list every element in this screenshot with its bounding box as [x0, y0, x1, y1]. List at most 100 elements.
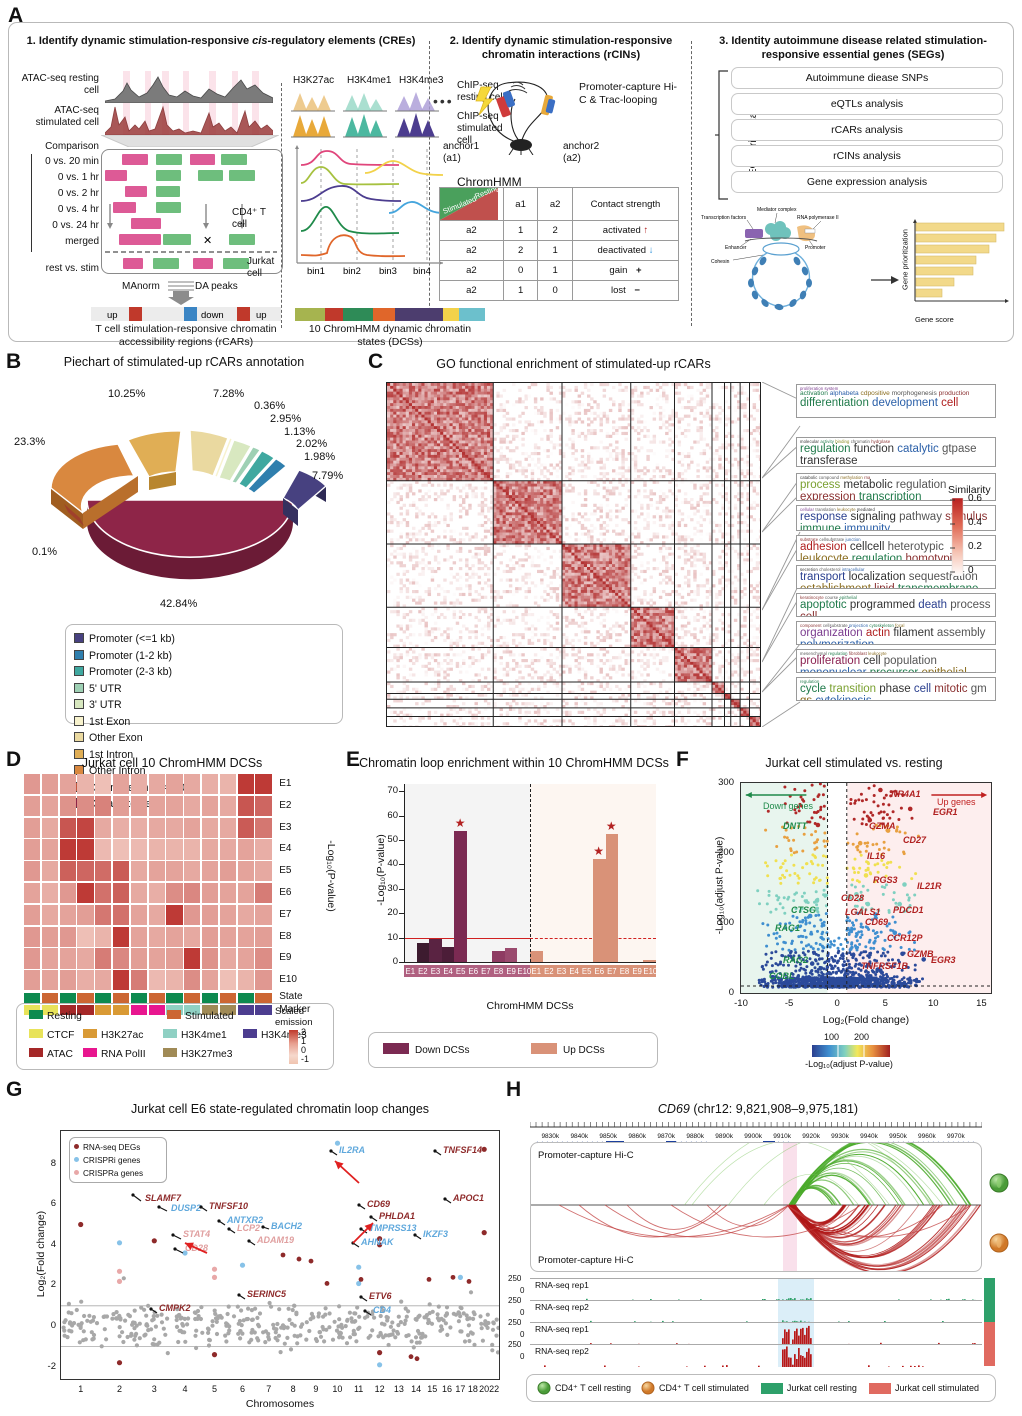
mediator-complex-label: Mediator complex [757, 207, 797, 213]
wc-big-9: cycle transition phase cell mitotic gm g… [800, 683, 987, 701]
heatmap-cell [77, 948, 94, 969]
bar [605, 833, 619, 962]
significance-star-icon: ★ [593, 843, 605, 858]
volcano-gene-label: LGALS1 [845, 907, 881, 917]
bar [441, 946, 455, 962]
go-similarity-heatmap [386, 382, 761, 727]
table-header-a1: a1 [502, 187, 539, 221]
atac-stimulated-track [105, 103, 273, 135]
svg-text:✕: ✕ [203, 235, 212, 247]
chromhmm-curves: bin1 bin2 bin3 bin4 [295, 145, 444, 275]
manhattan-loop-plot: RNA-seq DEGs CRISPRi genes CRISPRa genes… [60, 1130, 500, 1380]
bar [416, 942, 430, 962]
pie-pct-0-1: 0.1% [32, 546, 58, 558]
panel-f-colorbar-label: -Log₁₀(adjust P-value) [805, 1059, 893, 1069]
panel-h-title: CD69 (chr12: 9,821,908–9,975,181) [538, 1102, 978, 1116]
swatch-h3k4me1 [163, 1029, 177, 1038]
heatmap-cell [255, 839, 272, 860]
heatmap-cell [184, 839, 201, 860]
panel-d-title: Jurkat cell 10 ChromHMM DCSs [81, 756, 263, 770]
panel-f-xlabel: Log₂(Fold change) [822, 1014, 910, 1026]
manhattan-gene-label: CD28 [185, 1243, 209, 1253]
heatmap-cell [166, 883, 183, 904]
heatmap-cell [184, 926, 201, 947]
rna-track-min: 0 [520, 1352, 525, 1361]
x-category-label: E4 [569, 967, 579, 976]
heatmap-cell [41, 926, 58, 947]
volcano-gene-label: Up genes [937, 797, 976, 807]
marker-bar-cell [219, 1005, 236, 1015]
y-axis [404, 784, 405, 962]
cell-strength: deactivated [597, 245, 647, 256]
mark-label-h3k27ac: H3K27ac [293, 75, 335, 86]
y-tick-label: 50 [387, 834, 398, 846]
heatmap-cell [113, 861, 130, 882]
genome-coordinate-axis: 9830k 9840k 9850k 9860k 9870k 9880k 9890k 9900k… [529, 1122, 983, 1142]
x-category-label: E8 [493, 967, 504, 976]
seg-step-expression[interactable]: Gene expression analysis [731, 171, 1003, 193]
wc-big-6: apoptotic programmed death process cell [800, 599, 991, 617]
legend-item-1st-exon: 1st Exon [74, 714, 198, 731]
wc-big-1: regulation function catalytic gtpase tra… [800, 443, 977, 467]
volcano-gene-label: RAG1 [775, 923, 801, 933]
x-category-label: E10 [643, 967, 658, 976]
panel-f-ylabel: -Log₁₀(adjust P-value) [714, 836, 726, 935]
heatmap-cell [41, 970, 58, 991]
heatmap-cell [166, 795, 183, 816]
flow-arrow-icon [871, 276, 899, 284]
rna-track-row: 250 0 RNA-seq rep1 [508, 1318, 982, 1345]
x-category-label: E7 [607, 967, 617, 976]
emission-tick-neg1: -1 [301, 1054, 310, 1064]
legend-rnapolii: RNA PolII [83, 1048, 146, 1060]
y-tick-label: 10 [387, 931, 398, 943]
heatmap-cell [130, 970, 147, 991]
panel-a-step2-title: 2. Identify dynamic stimulation-responsi… [449, 35, 673, 61]
heatmap-cell [255, 795, 272, 816]
rcars-caption: T cell stimulation-responsive chromatin … [95, 323, 277, 348]
heatmap-cell [202, 861, 219, 882]
cell-a2: 1 [537, 260, 573, 281]
heatmap-cell [130, 774, 147, 795]
heatmap-cell [41, 839, 58, 860]
wordcloud-adhesion: substrate cellsubstrate junction adhesio… [796, 535, 996, 561]
seg-step-snps[interactable]: Autoimmune diease SNPs [731, 67, 1003, 89]
cell-strength: gain [609, 265, 628, 276]
panel-a-divider-1 [429, 41, 430, 326]
pie-pct-1-13: 1.13% [284, 426, 316, 438]
state-bar-cell [219, 993, 236, 1003]
y-tick-label: 60 [387, 809, 398, 821]
heatmap-row-label: E2 [279, 799, 292, 811]
swatch-stimulated [167, 1010, 181, 1019]
heatmap-cell [95, 970, 112, 991]
heatmap-cell [130, 795, 147, 816]
comparison-bracket [31, 154, 32, 252]
manhattan-gene-label: SERINC5 [247, 1289, 287, 1299]
x-category-label: E5 [455, 967, 466, 976]
heatmap-cell [113, 904, 130, 925]
gene-prioritization-xlabel: Gene score [915, 315, 954, 324]
x-tick-label: 5 [882, 998, 888, 1009]
minus-icon: − [634, 285, 640, 296]
bar [530, 950, 543, 962]
seg-step-eqtls[interactable]: eQTLs analysis [731, 93, 1003, 115]
wc-small-6: keratinocyte course epithelial [800, 595, 858, 600]
x-tick-label: 11 [353, 1384, 364, 1394]
wc-small-4: substrate cellsubstrate junction [800, 537, 861, 542]
heatmap-cell [113, 839, 130, 860]
heatmap-cell [219, 926, 236, 947]
rna-track-row: 250 0 RNA-seq rep2 [508, 1340, 982, 1367]
seg-step-rcins[interactable]: rCINs analysis [731, 145, 1003, 167]
heatmap-row-label: E10 [279, 974, 297, 986]
x-tick-label: 2 [116, 1384, 122, 1394]
volcano-colorbar [812, 1045, 890, 1057]
marker-bar-cell [255, 1005, 272, 1015]
heatmap-cell [184, 970, 201, 991]
panel-c: GO functional enrichment of stimulated-u… [366, 352, 1014, 747]
manhattan-gene-label: ETV6 [369, 1291, 392, 1301]
legend-cd4-stimulated: CD4⁺ T cell stimulated [641, 1381, 749, 1395]
x-category-label: E1 [405, 967, 416, 976]
volcano-gene-label: COBL [769, 971, 795, 981]
seg-step-rcars[interactable]: rCARs analysis [731, 119, 1003, 141]
cell-row: a2 [439, 280, 504, 301]
scaled-emission-colorbar [289, 1030, 298, 1064]
